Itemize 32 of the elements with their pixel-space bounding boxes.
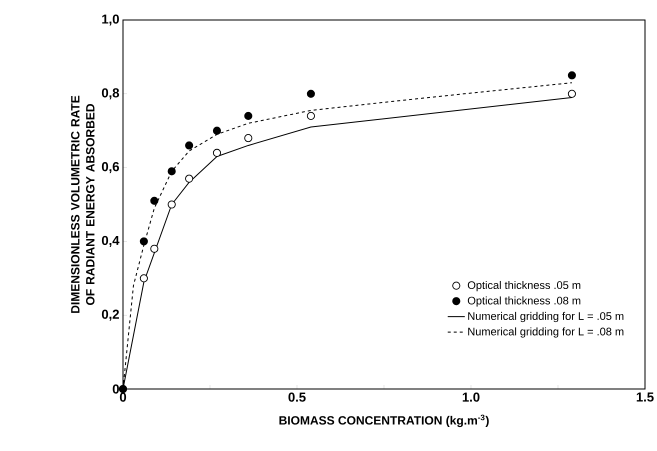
y-tick-label: 0 bbox=[112, 384, 119, 394]
point bbox=[140, 237, 148, 246]
point bbox=[140, 274, 148, 282]
y-axis-title: DIMENSIONLESS VOLUMETRIC RATE OF RADIANT ENERGY ABSORBED bbox=[71, 96, 95, 313]
point bbox=[244, 134, 252, 142]
point bbox=[568, 71, 576, 80]
x-axis-title: BIOMASS CONCENTRATION (kg.m$^{-3}$) bbox=[279, 414, 489, 428]
legend-label: Optical thickness .05 m bbox=[468, 280, 580, 292]
y-tick-label: 0,8 bbox=[102, 88, 120, 100]
y-tick-label: 0,4 bbox=[102, 236, 120, 247]
legend-label: Numerical gridding for L = .05 m bbox=[468, 312, 624, 322]
legend-label: Numerical gridding for L = .08 m bbox=[468, 327, 624, 338]
y-tick-label: 0,6 bbox=[102, 162, 119, 174]
y-tick-label: 1,0 bbox=[102, 14, 119, 26]
legend-label: Optical thickness .08 m bbox=[468, 296, 580, 307]
point bbox=[185, 174, 194, 183]
point bbox=[212, 148, 222, 157]
point bbox=[168, 200, 176, 209]
point bbox=[168, 167, 176, 176]
x-tick-label: 0.5 bbox=[288, 392, 306, 402]
point bbox=[150, 196, 158, 205]
point bbox=[212, 126, 222, 135]
y-tick-label: 0,2 bbox=[102, 310, 119, 321]
point bbox=[306, 112, 315, 120]
point bbox=[185, 141, 194, 150]
x-tick-label: 1.5 bbox=[636, 392, 654, 402]
point bbox=[568, 90, 576, 98]
point bbox=[150, 244, 158, 253]
x-tick-label: 1.0 bbox=[462, 392, 480, 402]
point bbox=[306, 90, 315, 98]
point bbox=[244, 112, 252, 120]
x-tick-label: 0 bbox=[120, 392, 126, 402]
